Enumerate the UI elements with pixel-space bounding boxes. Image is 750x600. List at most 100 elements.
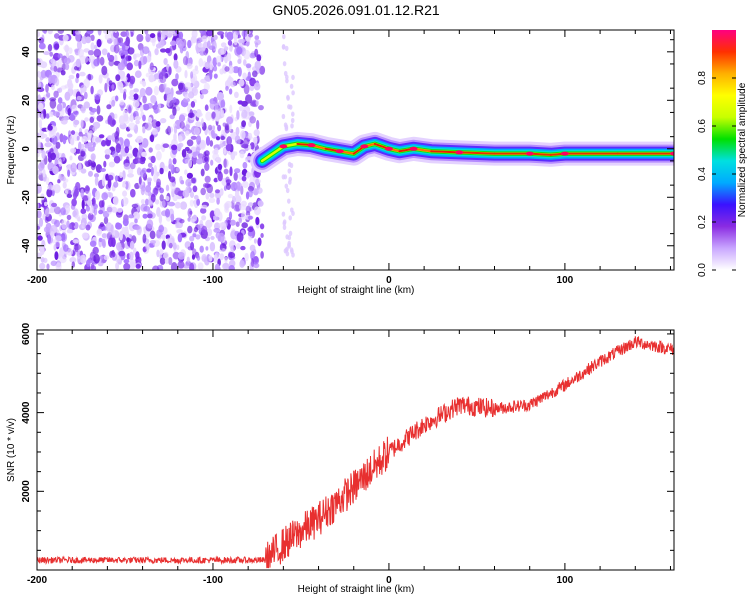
noise-cell (175, 220, 179, 229)
noise-cell (229, 104, 233, 114)
noise-cell (96, 115, 104, 122)
noise-cell (152, 265, 160, 270)
noise-cell (154, 185, 162, 191)
noise-cell (101, 238, 106, 247)
noise-cell (96, 105, 101, 115)
noise-cell (256, 187, 263, 194)
noise-cell (282, 61, 287, 67)
noise-cell (210, 129, 215, 136)
noise-cell (38, 119, 43, 129)
noise-cell (43, 257, 48, 264)
noise-cell (148, 74, 155, 83)
noise-cell (129, 240, 135, 250)
snr-x-tick-label: 100 (557, 575, 574, 586)
noise-cell (80, 150, 86, 157)
noise-cell (242, 161, 248, 169)
noise-cell (122, 183, 127, 188)
noise-cell (76, 73, 80, 79)
noise-cell (156, 207, 161, 217)
noise-cell (136, 34, 144, 42)
noise-cell (155, 43, 162, 49)
noise-cell (90, 85, 94, 95)
noise-cell (187, 39, 192, 49)
snr-axes: -200 -100 0 100 2000 4000 6000 (21, 322, 674, 586)
noise-cell (90, 160, 96, 171)
noise-cell (190, 177, 196, 184)
noise-cell (43, 30, 47, 35)
noise-cell (234, 168, 241, 174)
noise-cell (255, 100, 259, 106)
noise-cell (291, 252, 295, 258)
noise-cell (119, 230, 123, 241)
noise-cell (207, 40, 211, 49)
noise-cell (40, 61, 48, 69)
noise-cell (209, 140, 214, 147)
noise-cell (159, 199, 166, 208)
noise-cell (121, 44, 126, 51)
spectrogram-x-tick-label: -200 (27, 275, 47, 286)
noise-cell (171, 78, 179, 87)
snr-x-tick-label: 0 (386, 575, 392, 586)
noise-cell (47, 44, 53, 52)
noise-cell (140, 199, 145, 205)
noise-cell (98, 74, 103, 84)
noise-cell (45, 113, 50, 119)
noise-cell (285, 78, 289, 84)
noise-cell (142, 114, 146, 122)
noise-cell (284, 45, 289, 52)
noise-cell (203, 151, 207, 157)
noise-cell (256, 119, 260, 130)
noise-cell (112, 196, 119, 206)
noise-cell (213, 34, 218, 41)
noise-cell (126, 62, 133, 71)
noise-cell (50, 231, 55, 239)
noise-cell (103, 255, 110, 261)
noise-cell (200, 168, 205, 177)
noise-cell (50, 58, 56, 64)
noise-cell (47, 234, 51, 245)
colorbar-label: Normalized spectral amplitude (737, 82, 748, 217)
noise-cell (210, 159, 214, 166)
noise-cell (233, 172, 238, 181)
noise-cell (108, 237, 114, 247)
noise-cell (232, 195, 236, 203)
noise-cell (81, 195, 89, 201)
noise-cell (205, 219, 213, 229)
noise-cell (135, 251, 140, 260)
noise-cell (142, 103, 150, 111)
noise-cell (87, 73, 92, 81)
noise-cell (165, 184, 170, 192)
noise-cell (60, 118, 68, 125)
noise-cell (289, 162, 294, 169)
noise-cell (186, 63, 193, 69)
noise-cell (70, 147, 77, 154)
noise-cell (175, 37, 181, 46)
noise-cell (168, 242, 173, 249)
noise-cell (54, 43, 60, 50)
noise-cell (54, 251, 59, 261)
noise-cell (192, 233, 197, 238)
noise-cell (64, 204, 71, 214)
noise-cell (169, 163, 174, 172)
noise-cell (213, 147, 219, 155)
noise-cell (178, 252, 185, 260)
noise-cell (169, 114, 175, 120)
noise-cell (83, 91, 88, 100)
noise-cell (150, 155, 156, 164)
noise-cell (63, 244, 69, 252)
noise-cell (86, 259, 91, 267)
noise-cell (255, 216, 260, 226)
noise-cell (111, 251, 116, 258)
noise-cell (184, 82, 192, 90)
noise-cell (134, 70, 142, 78)
noise-cell (247, 230, 253, 237)
noise-cell (123, 262, 131, 270)
snr-frame (36, 329, 675, 571)
noise-cell (227, 40, 233, 46)
noise-cell (129, 89, 135, 97)
noise-cell (124, 40, 129, 46)
noise-cell (108, 80, 113, 86)
colorbar-tick-label: 0.8 (697, 71, 708, 85)
noise-cell (54, 33, 60, 39)
